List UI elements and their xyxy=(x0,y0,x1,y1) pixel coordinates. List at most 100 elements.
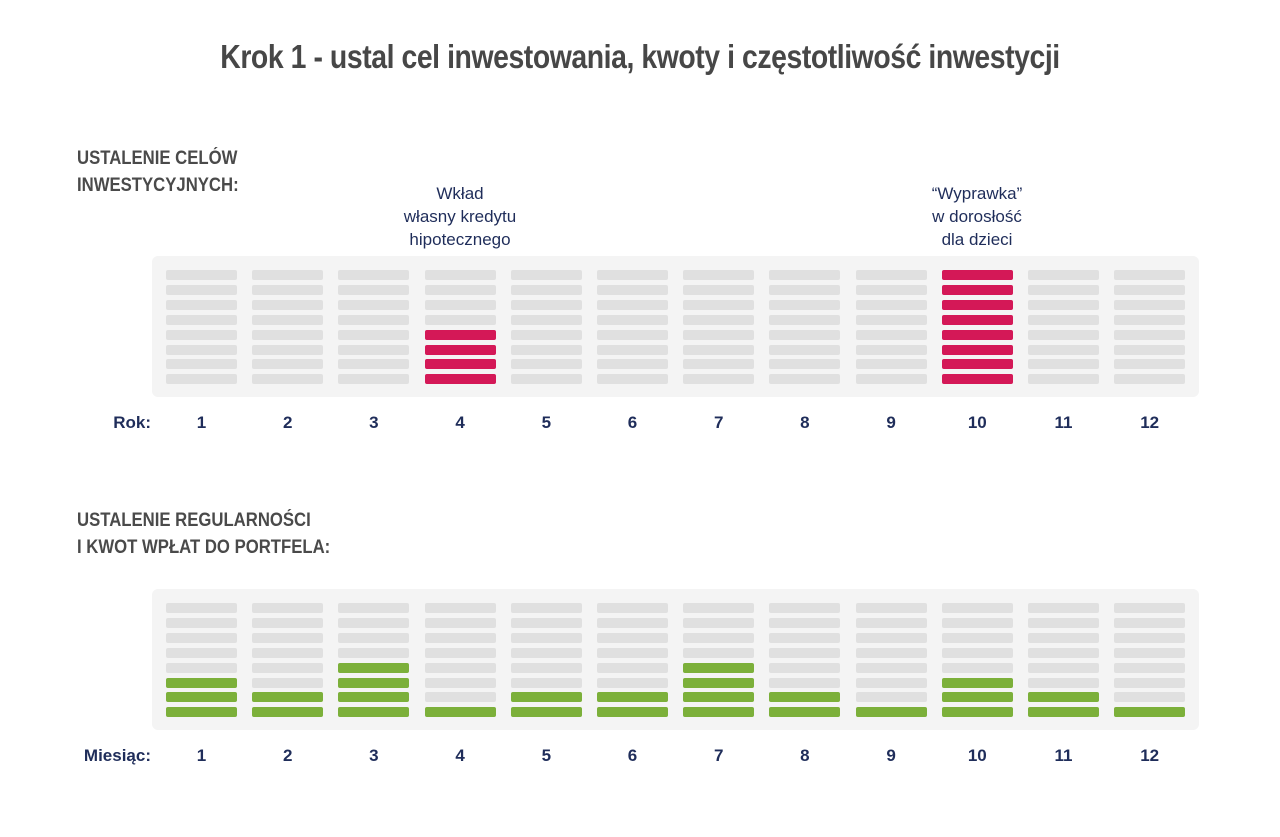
bar-segment-empty xyxy=(1114,374,1186,385)
bar-segment-empty xyxy=(252,374,324,385)
bar-segment-empty xyxy=(855,299,927,310)
bar-segment-empty xyxy=(769,314,841,325)
bar-segment-empty xyxy=(683,314,755,325)
bar-segment-empty xyxy=(166,603,237,613)
x-tick-label: 10 xyxy=(967,746,987,765)
bar-segment-empty xyxy=(1028,359,1099,370)
bar-segment-empty xyxy=(1028,374,1099,385)
bar-segment-empty xyxy=(510,603,582,613)
bar-segment-empty xyxy=(769,299,841,310)
bar-segment-empty xyxy=(424,284,496,295)
bar-segment-filled xyxy=(941,284,1013,295)
bar-segment-empty xyxy=(166,617,237,628)
bar-segment-empty xyxy=(166,314,237,325)
bar-segment-empty xyxy=(1114,603,1186,613)
bar-segment-empty xyxy=(338,359,410,370)
bar-segment-empty xyxy=(1028,270,1099,280)
bar-segment-empty xyxy=(252,617,324,628)
bar-segment-empty xyxy=(252,647,324,658)
bar-segment-filled xyxy=(941,299,1013,310)
bar-segment-empty xyxy=(510,284,582,295)
bar-segment-empty xyxy=(1114,677,1186,688)
heading-line: I KWOT WPŁAT DO PORTFELA: xyxy=(77,537,331,558)
bar-segment-filled xyxy=(1114,707,1186,718)
bar-segment-empty xyxy=(338,314,410,325)
bar-segment-empty xyxy=(597,359,668,370)
x-tick-label: 9 xyxy=(886,413,896,432)
bar-segment-empty xyxy=(1114,359,1186,370)
bar-segment-empty xyxy=(1028,647,1099,658)
x-tick-label: 12 xyxy=(1140,413,1160,432)
bar-segment-empty xyxy=(683,359,755,370)
heading-line: USTALENIE REGULARNOŚCI xyxy=(77,510,311,531)
x-tick-label: 5 xyxy=(541,746,552,765)
bar-segment-filled xyxy=(769,707,841,718)
bar-segment-filled xyxy=(1028,707,1099,718)
bar-segment-empty xyxy=(597,314,668,325)
bar-segment-empty xyxy=(252,662,324,673)
bar-segment-filled xyxy=(941,359,1013,370)
bar-segment-empty xyxy=(338,270,410,280)
bar-segment-empty xyxy=(1028,677,1099,688)
goals-chart-panel xyxy=(152,256,1199,397)
bar-segment-empty xyxy=(1114,284,1186,295)
bar-segment-empty xyxy=(338,344,410,355)
bar-segment-empty xyxy=(1114,299,1186,310)
bar-segment-filled xyxy=(338,662,410,673)
annotation-line: Wkład xyxy=(436,184,484,203)
section-heading-goals: USTALENIE CELÓW INWESTYCYJNYCH: xyxy=(77,145,239,199)
bar-segment-filled xyxy=(683,692,755,703)
bar-segment-empty xyxy=(424,677,496,688)
x-tick-label: 3 xyxy=(369,413,379,432)
bar-segment-empty xyxy=(252,344,324,355)
bar-segment-empty xyxy=(683,647,755,658)
bar-segment-empty xyxy=(252,329,324,340)
bar-segment-empty xyxy=(252,284,324,295)
bar-segment-empty xyxy=(338,299,410,310)
bar-segment-filled xyxy=(941,270,1013,280)
bar-segment-filled xyxy=(252,692,324,703)
bar-segment-empty xyxy=(252,299,324,310)
x-axis-label-month: Miesiąc: xyxy=(83,746,151,765)
bar-segment-empty xyxy=(252,270,324,280)
bar-segment-empty xyxy=(769,284,841,295)
x-tick-label: 4 xyxy=(455,746,465,765)
bar-segment-empty xyxy=(1028,299,1099,310)
bar-segment-empty xyxy=(855,374,927,385)
bar-segment-empty xyxy=(166,329,237,340)
bar-segment-filled xyxy=(683,677,755,688)
bar-segment-empty xyxy=(252,603,324,613)
bar-segment-empty xyxy=(424,603,496,613)
bar-segment-empty xyxy=(424,617,496,628)
bar-segment-empty xyxy=(855,617,927,628)
x-tick-label: 6 xyxy=(627,746,638,765)
bar-segment-empty xyxy=(510,270,582,280)
bar-segment-empty xyxy=(424,299,496,310)
bar-segment-empty xyxy=(855,632,927,643)
x-tick-label: 9 xyxy=(886,746,896,765)
bar-segment-empty xyxy=(683,374,755,385)
bar-segment-filled xyxy=(424,707,496,718)
bar-segment-empty xyxy=(597,374,668,385)
bar-segment-empty xyxy=(510,374,582,385)
bar-segment-filled xyxy=(941,707,1013,718)
bar-segment-filled xyxy=(597,692,668,703)
bar-segment-empty xyxy=(166,359,237,370)
bar-segment-filled xyxy=(769,692,841,703)
bar-segment-filled xyxy=(252,707,324,718)
bar-segment-empty xyxy=(769,677,841,688)
x-tick-label: 2 xyxy=(282,746,293,765)
bar-segment-filled xyxy=(166,677,237,688)
bar-segment-empty xyxy=(510,662,582,673)
x-tick-label: 4 xyxy=(455,413,465,432)
bar-segment-empty xyxy=(855,329,927,340)
bar-segment-empty xyxy=(941,647,1013,658)
bar-segment-empty xyxy=(1028,344,1099,355)
bar-segment-filled xyxy=(424,344,496,355)
bar-segment-empty xyxy=(597,632,668,643)
contributions-chart-panel xyxy=(152,589,1199,730)
bar-segment-filled xyxy=(338,692,410,703)
bar-segment-empty xyxy=(338,374,410,385)
bar-segment-empty xyxy=(338,647,410,658)
bar-segment-empty xyxy=(338,603,410,613)
